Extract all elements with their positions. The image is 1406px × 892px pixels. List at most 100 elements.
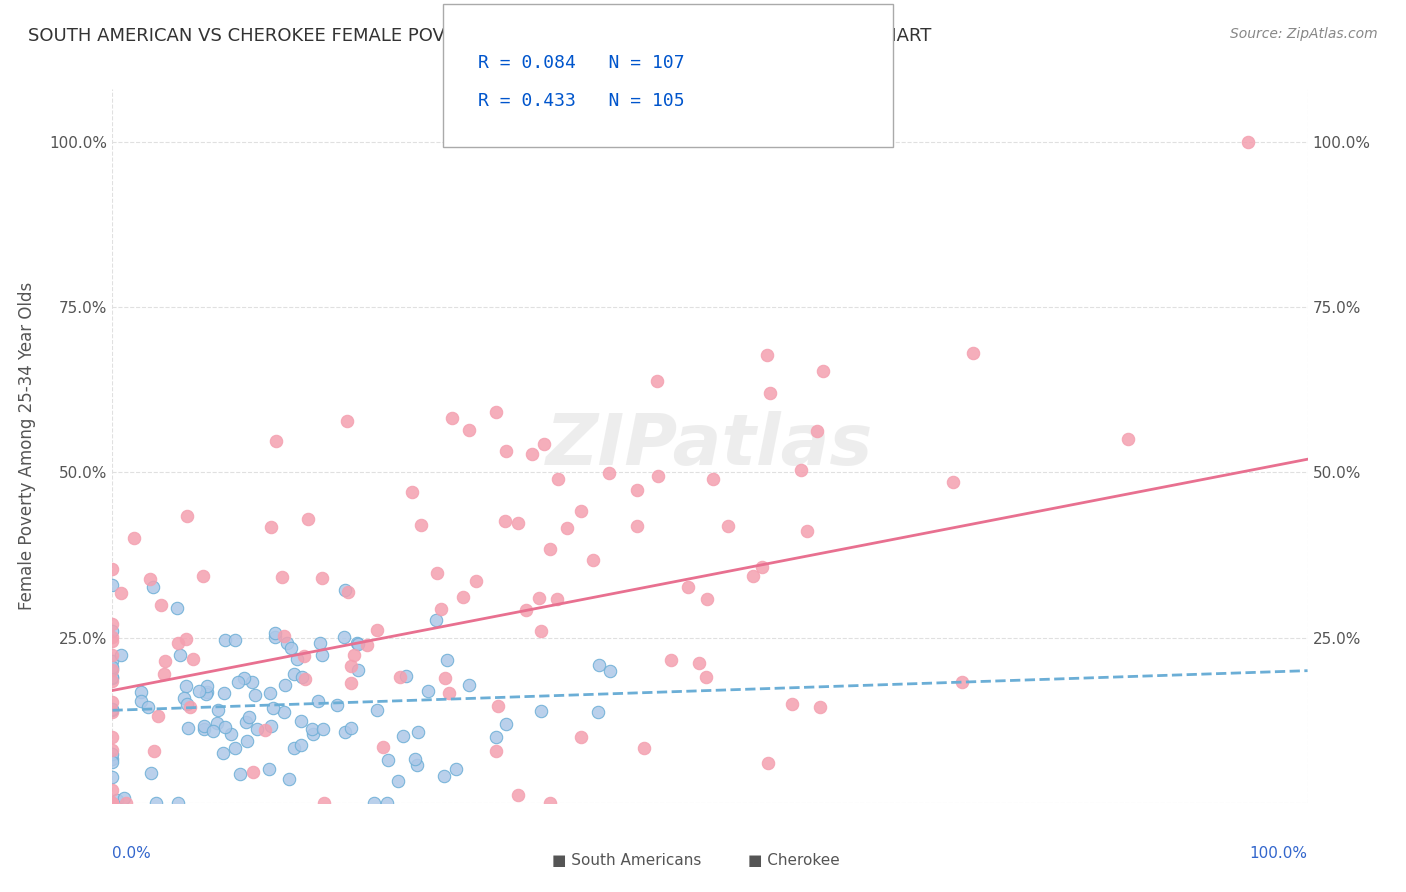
Point — [290, 738, 312, 752]
Point — [538, 542, 561, 557]
Point — [110, 648, 132, 662]
Point — [173, 691, 195, 706]
Point — [366, 623, 388, 637]
Point — [333, 583, 356, 598]
Point — [260, 719, 283, 733]
Point — [377, 796, 399, 810]
Point — [441, 411, 464, 425]
Point — [363, 796, 385, 810]
Point — [228, 675, 250, 690]
Point — [205, 716, 228, 731]
Point — [101, 663, 124, 677]
Point — [270, 570, 292, 584]
Point — [280, 640, 302, 655]
Point — [107, 793, 129, 807]
Point — [436, 653, 458, 667]
Point — [101, 731, 124, 745]
Point — [101, 783, 124, 797]
Point — [742, 569, 765, 583]
Point — [626, 483, 648, 498]
Point — [273, 705, 295, 719]
Point — [224, 633, 246, 648]
Point — [569, 504, 592, 518]
Point — [260, 520, 283, 534]
Point — [145, 796, 167, 810]
Point — [101, 770, 124, 784]
Point — [395, 669, 418, 683]
Point — [434, 671, 457, 685]
Point — [626, 519, 648, 533]
Point — [262, 701, 284, 715]
Point — [101, 703, 124, 717]
Point — [312, 723, 335, 737]
Point — [138, 572, 160, 586]
Point — [520, 447, 543, 461]
Point — [377, 753, 399, 767]
Text: R = 0.084   N = 107: R = 0.084 N = 107 — [478, 54, 685, 71]
Point — [506, 516, 529, 530]
Point — [457, 423, 479, 437]
Point — [101, 796, 124, 810]
Point — [688, 657, 710, 671]
Point — [789, 463, 811, 477]
Point — [155, 654, 177, 668]
Point — [780, 697, 803, 711]
Point — [233, 672, 256, 686]
Point — [702, 472, 724, 486]
Point — [308, 636, 330, 650]
Point — [485, 730, 508, 744]
Point — [292, 648, 315, 663]
Point — [756, 756, 779, 770]
Point — [101, 695, 124, 709]
Point — [388, 670, 411, 684]
Point — [139, 765, 162, 780]
Point — [283, 667, 305, 681]
Point — [274, 678, 297, 692]
Point — [176, 697, 198, 711]
Point — [495, 717, 517, 731]
Point — [340, 676, 363, 690]
Point — [425, 613, 447, 627]
Point — [236, 733, 259, 747]
Point — [277, 772, 299, 786]
Point — [529, 704, 551, 718]
Point — [337, 585, 360, 599]
Point — [101, 796, 124, 810]
Point — [806, 425, 828, 439]
Point — [342, 648, 364, 662]
Point — [333, 725, 356, 739]
Point — [347, 663, 370, 677]
Point — [266, 434, 288, 449]
Point — [813, 364, 835, 378]
Point — [297, 512, 319, 526]
Point — [495, 444, 517, 458]
Point — [810, 699, 832, 714]
Point — [101, 654, 124, 668]
Point — [101, 624, 124, 638]
Point — [167, 796, 190, 810]
Point — [340, 658, 363, 673]
Point — [717, 518, 740, 533]
Point — [404, 752, 426, 766]
Point — [176, 721, 198, 735]
Point — [485, 744, 508, 758]
Point — [633, 740, 655, 755]
Text: ZIPatlas: ZIPatlas — [547, 411, 873, 481]
Point — [191, 569, 214, 583]
Point — [333, 630, 356, 644]
Point — [101, 578, 124, 592]
Point — [101, 706, 124, 720]
Point — [150, 599, 173, 613]
Point — [387, 773, 409, 788]
Point — [112, 791, 135, 805]
Point — [366, 702, 388, 716]
Point — [131, 694, 153, 708]
Point — [647, 468, 669, 483]
Point — [110, 586, 132, 600]
Point — [406, 757, 429, 772]
Point — [193, 723, 215, 737]
Point — [451, 590, 474, 604]
Point — [302, 727, 325, 741]
Point — [259, 686, 281, 700]
Point — [418, 683, 440, 698]
